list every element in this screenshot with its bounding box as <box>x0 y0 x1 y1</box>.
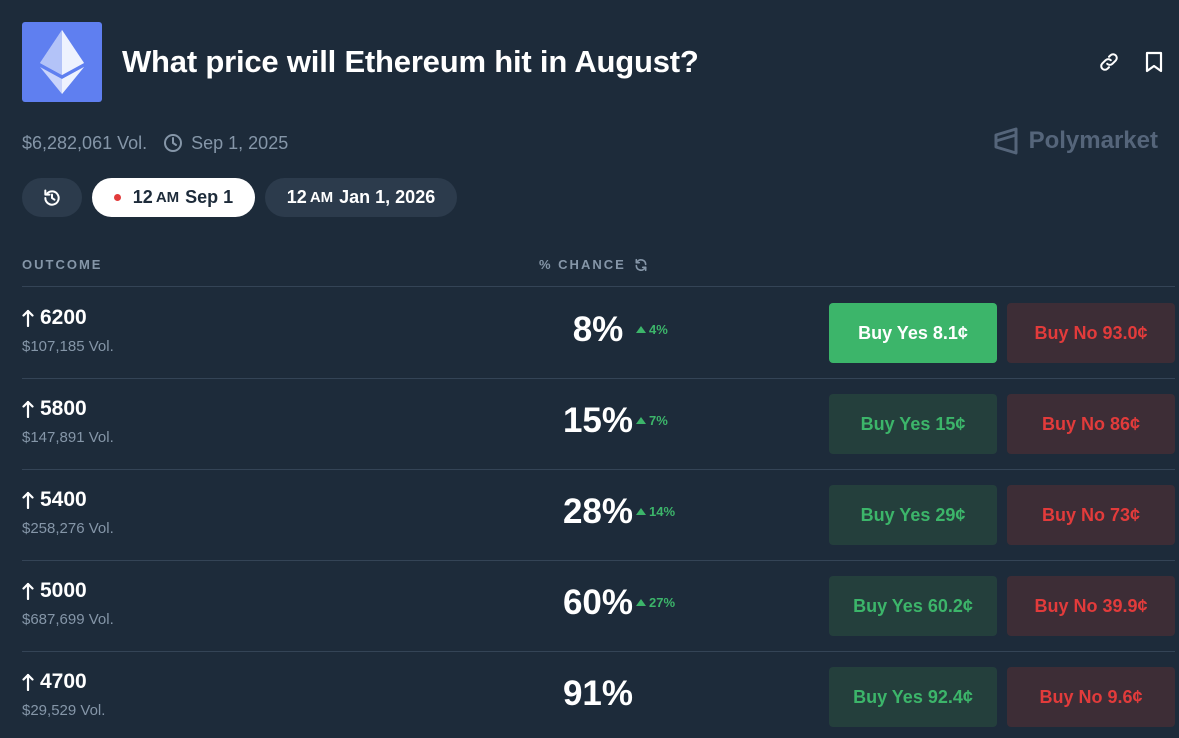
triangle-up-icon <box>636 508 646 515</box>
end-date-text: Sep 1, 2025 <box>191 132 289 153</box>
buy-yes-button[interactable]: Buy Yes 8.1¢ <box>829 303 997 363</box>
outcome-value: 5000 <box>40 579 87 602</box>
chance-value: 8% <box>572 310 624 349</box>
outcome-row[interactable]: 5800 $147,891 Vol. 15% 7% Buy Yes 15¢ Bu… <box>0 378 1179 469</box>
chance-header-label: % CHANCE <box>539 257 626 272</box>
outcome-volume: $258,276 Vol. <box>22 520 114 537</box>
divider <box>22 651 1175 652</box>
market-meta: $6,282,061 Vol. Sep 1, 2025 <box>22 131 288 155</box>
divider <box>22 560 1175 561</box>
pill-ampm: AM <box>155 189 180 206</box>
outcome-value: 5400 <box>40 488 87 511</box>
delta-value: 14% <box>649 504 676 519</box>
buy-no-button[interactable]: Buy No 9.6¢ <box>1007 667 1175 727</box>
live-dot <box>113 194 121 201</box>
chance-delta: 14% <box>636 504 675 519</box>
polymarket-logo-icon <box>994 127 1018 155</box>
outcome-value: 4700 <box>40 670 87 693</box>
buy-no-button[interactable]: Buy No 93.0¢ <box>1007 303 1175 363</box>
outcome-value: 6200 <box>40 306 87 329</box>
outcome-row[interactable]: 5400 $258,276 Vol. 28% 14% Buy Yes 29¢ B… <box>0 469 1179 560</box>
history-button[interactable] <box>22 178 82 217</box>
market-end-date: Sep 1, 2025 <box>163 133 288 154</box>
pill-hour: 12 <box>132 187 153 207</box>
buy-yes-button[interactable]: Buy Yes 60.2¢ <box>829 576 997 636</box>
buy-no-button[interactable]: Buy No 86¢ <box>1007 394 1175 454</box>
outcome-row[interactable]: 5000 $687,699 Vol. 60% 27% Buy Yes 60.2¢… <box>0 560 1179 651</box>
triangle-up-icon <box>636 417 646 424</box>
buy-no-button[interactable]: Buy No 39.9¢ <box>1007 576 1175 636</box>
outcome-row[interactable]: 4700 $29,529 Vol. 91% Buy Yes 92.4¢ Buy … <box>0 651 1179 738</box>
history-icon <box>44 189 60 206</box>
chance-delta: 7% <box>636 413 668 428</box>
outcome-label: 6200 <box>22 306 87 330</box>
chance-delta: 27% <box>636 595 675 610</box>
pill-ampm: AM <box>309 189 334 206</box>
chance-value: 60% <box>562 583 634 622</box>
date-pill-jan-1-2026[interactable]: 12 AM Jan 1, 2026 <box>265 178 457 217</box>
market-title: What price will Ethereum hit in August? <box>122 44 699 79</box>
chance-value: 91% <box>562 674 634 713</box>
link-icon[interactable] <box>1097 50 1121 74</box>
bookmark-icon[interactable] <box>1142 50 1166 74</box>
market-volume: $6,282,061 Vol. <box>22 132 148 153</box>
arrow-up-icon <box>22 582 34 600</box>
date-pill-sep-1[interactable]: 12 AM Sep 1 <box>92 178 255 217</box>
divider <box>22 469 1175 470</box>
outcome-label: 4700 <box>22 670 87 694</box>
outcome-row[interactable]: 6200 $107,185 Vol. 8% 4% Buy Yes 8.1¢ Bu… <box>0 287 1179 378</box>
outcome-label: 5800 <box>22 397 87 421</box>
pill-date: Sep 1 <box>185 187 234 207</box>
outcome-column-header: OUTCOME <box>22 257 103 272</box>
buy-yes-button[interactable]: Buy Yes 92.4¢ <box>829 667 997 727</box>
ethereum-icon <box>40 30 84 94</box>
chance-value: 28% <box>562 492 634 531</box>
divider <box>22 286 1175 287</box>
outcome-volume: $29,529 Vol. <box>22 702 106 719</box>
triangle-up-icon <box>636 599 646 606</box>
delta-value: 4% <box>649 322 668 337</box>
outcome-volume: $107,185 Vol. <box>22 338 114 355</box>
arrow-up-icon <box>22 673 34 691</box>
pill-hour: 12 <box>286 187 307 207</box>
arrow-up-icon <box>22 400 34 418</box>
pill-date: Jan 1, 2026 <box>339 187 436 207</box>
buy-yes-button[interactable]: Buy Yes 15¢ <box>829 394 997 454</box>
outcome-volume: $147,891 Vol. <box>22 429 114 446</box>
buy-no-button[interactable]: Buy No 73¢ <box>1007 485 1175 545</box>
brand-name: Polymarket <box>1028 127 1158 154</box>
arrow-up-icon <box>22 491 34 509</box>
triangle-up-icon <box>636 326 646 333</box>
divider <box>22 378 1175 379</box>
outcome-label: 5000 <box>22 579 87 603</box>
ethereum-logo <box>22 22 102 102</box>
clock-icon <box>164 134 183 152</box>
arrow-up-icon <box>22 309 34 327</box>
chance-value: 15% <box>562 401 634 440</box>
outcome-value: 5800 <box>40 397 87 420</box>
outcome-label: 5400 <box>22 488 87 512</box>
polymarket-brand: Polymarket <box>993 127 1158 155</box>
delta-value: 7% <box>649 413 668 428</box>
delta-value: 27% <box>649 595 676 610</box>
outcome-volume: $687,699 Vol. <box>22 611 114 628</box>
refresh-icon[interactable] <box>634 258 648 272</box>
chance-delta: 4% <box>636 322 668 337</box>
chance-column-header: % CHANCE <box>539 257 648 272</box>
buy-yes-button[interactable]: Buy Yes 29¢ <box>829 485 997 545</box>
